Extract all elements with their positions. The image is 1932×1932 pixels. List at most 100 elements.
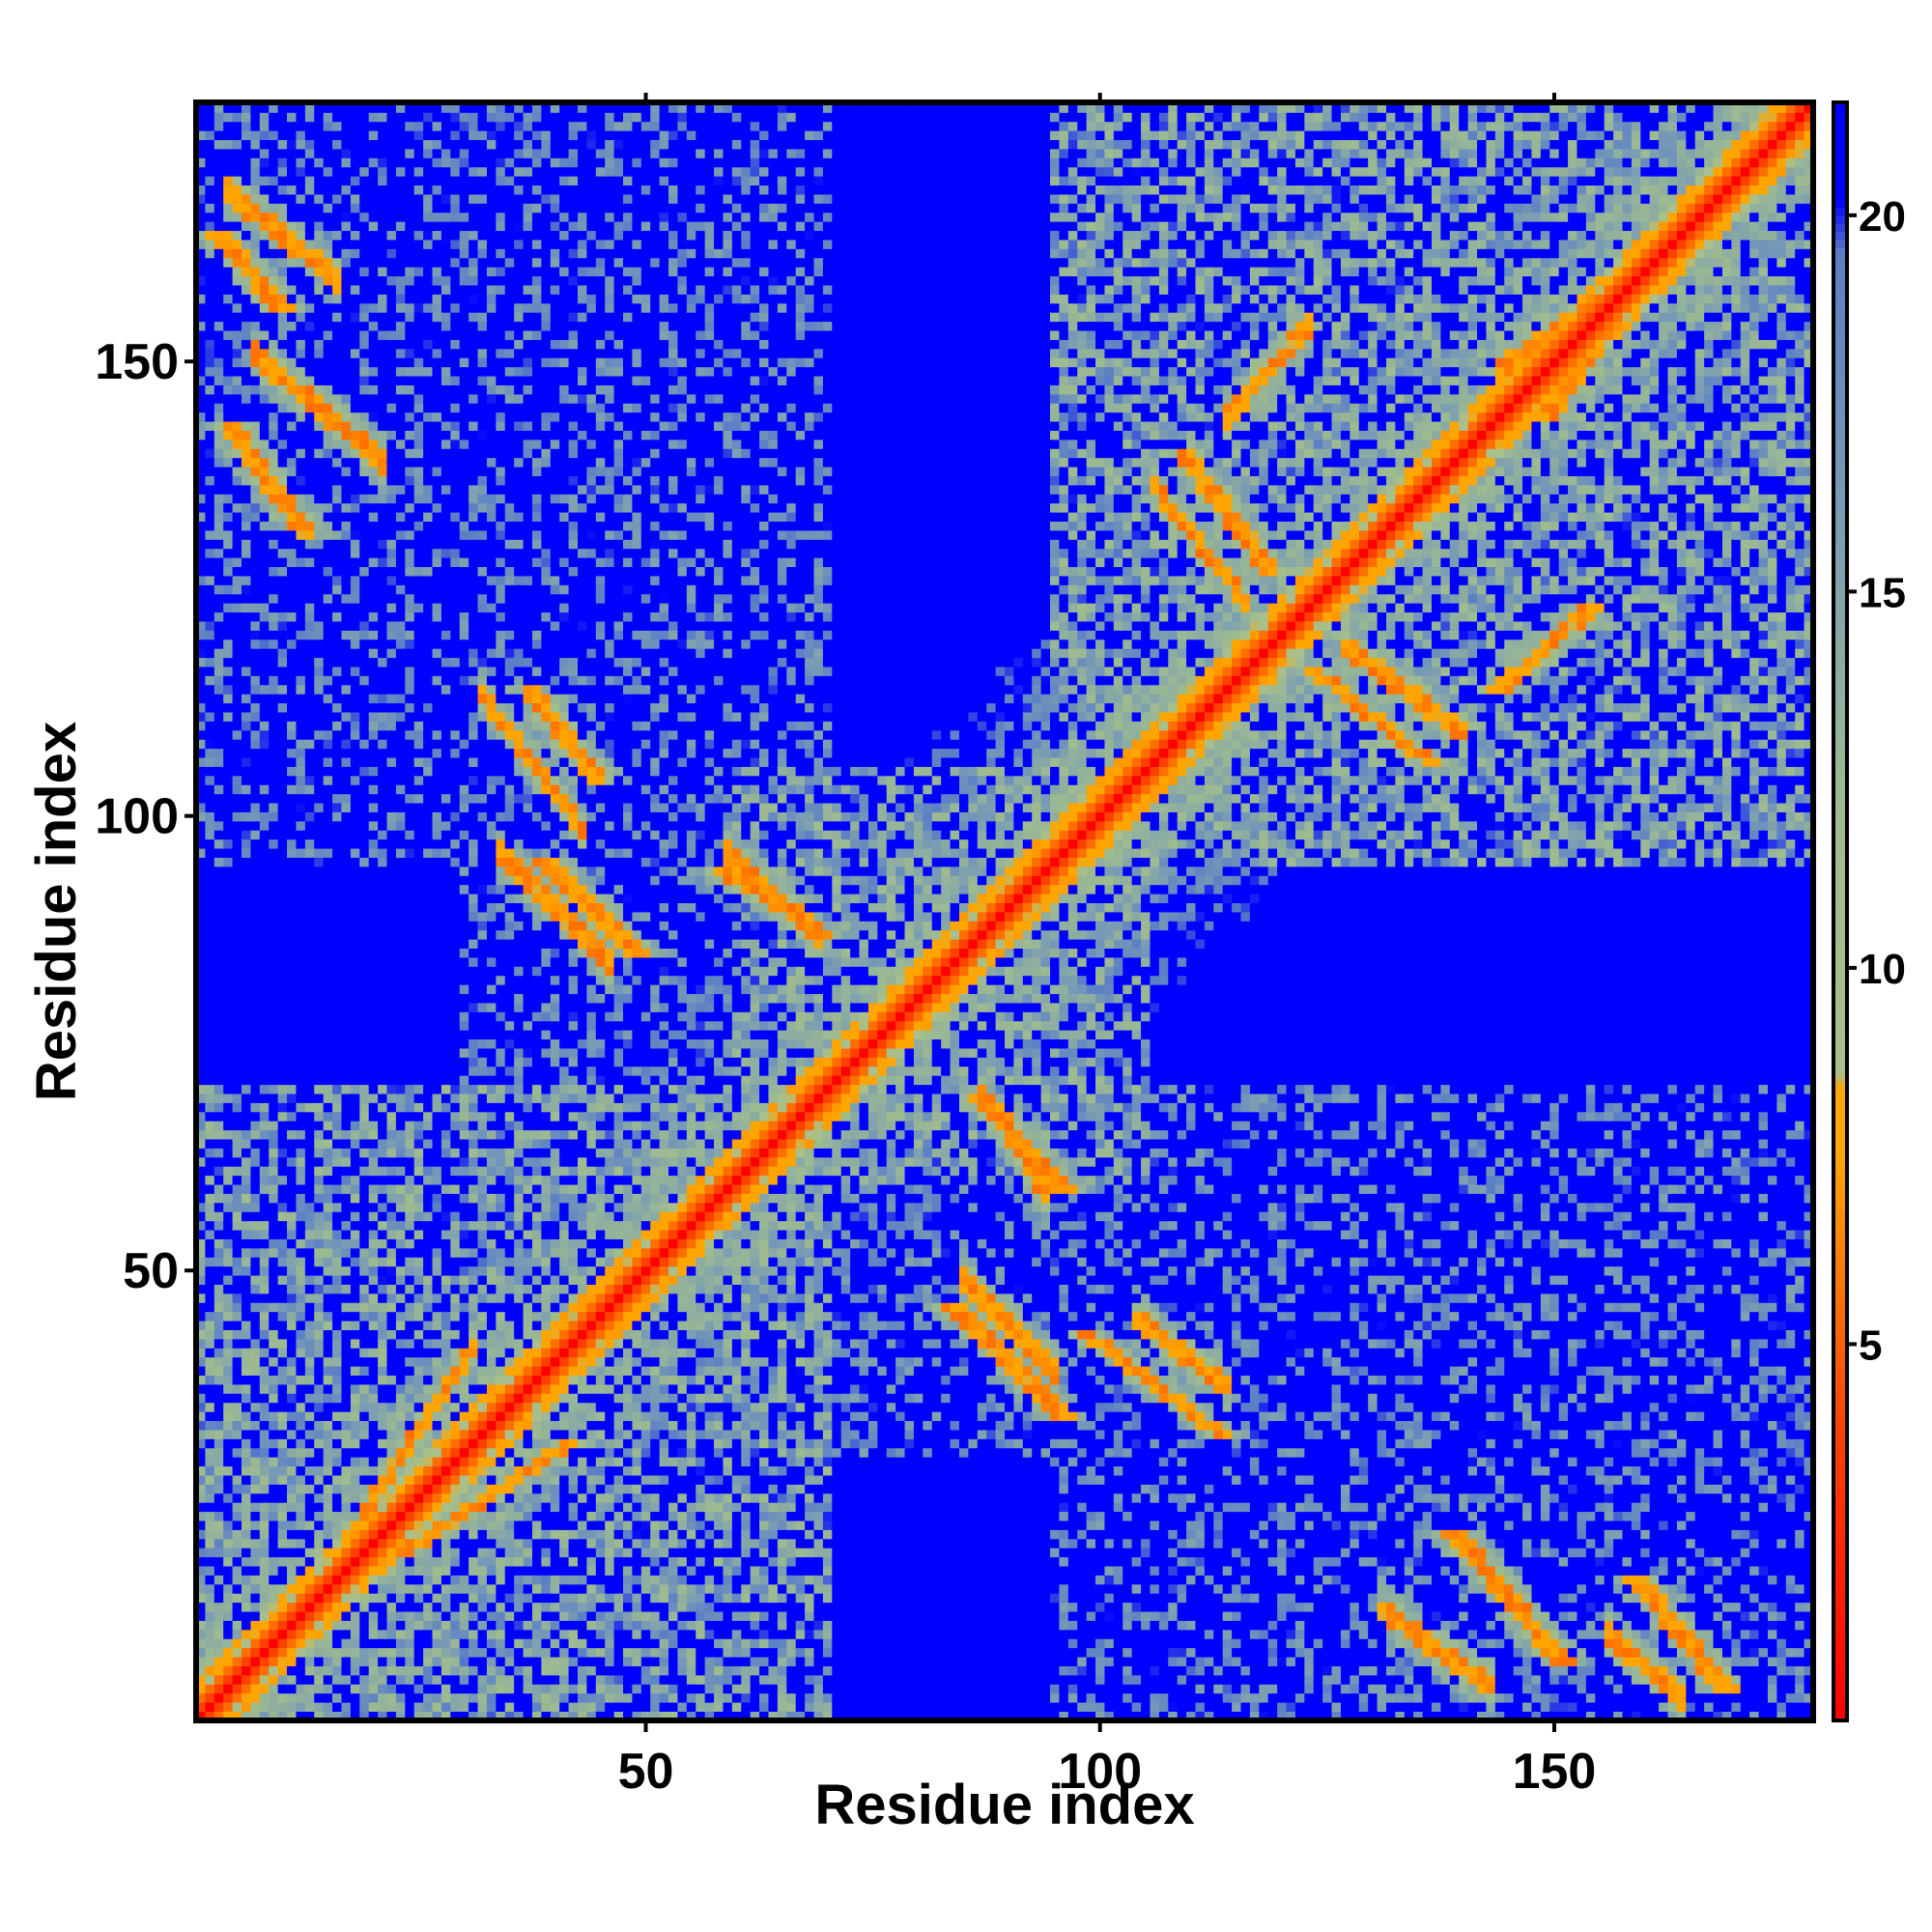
- heatmap-cell: [378, 621, 387, 631]
- heatmap-cell: [223, 621, 233, 631]
- heatmap-cell: [233, 1257, 242, 1266]
- heatmap-cell: [414, 1039, 424, 1049]
- heatmap-cell: [223, 667, 233, 676]
- heatmap-cell: [386, 675, 396, 685]
- heatmap-cell: [269, 1057, 278, 1066]
- heatmap-cell: [423, 730, 433, 740]
- heatmap-cell: [405, 739, 414, 749]
- heatmap-cell: [242, 984, 251, 994]
- heatmap-cell: [369, 1266, 379, 1276]
- heatmap-cell: [214, 258, 224, 268]
- heatmap-cell: [324, 848, 333, 858]
- heatmap-cell: [314, 1621, 324, 1631]
- heatmap-cell: [305, 357, 315, 367]
- heatmap-cell: [242, 703, 251, 713]
- heatmap-cell: [296, 921, 305, 930]
- heatmap-cell: [296, 712, 305, 722]
- heatmap-cell: [405, 1611, 414, 1621]
- heatmap-cell: [405, 1011, 414, 1021]
- heatmap-cell: [269, 1557, 278, 1567]
- heatmap-cell: [233, 1030, 242, 1039]
- heatmap-cell: [405, 1457, 414, 1466]
- heatmap-cell: [269, 185, 278, 195]
- heatmap-cell: [396, 1611, 406, 1621]
- heatmap-cell: [414, 1366, 424, 1376]
- heatmap-cell: [359, 1593, 369, 1603]
- heatmap-cell: [378, 612, 387, 622]
- heatmap-cell: [324, 739, 333, 749]
- heatmap-cell: [441, 1112, 451, 1122]
- heatmap-cell: [423, 376, 433, 385]
- heatmap-cell: [351, 1530, 360, 1540]
- heatmap-cell: [205, 1085, 214, 1094]
- heatmap-cell: [386, 157, 396, 167]
- heatmap-cell: [341, 112, 351, 122]
- heatmap-cell: [369, 176, 379, 185]
- heatmap-cell: [386, 1484, 396, 1493]
- heatmap-cell: [359, 594, 369, 604]
- heatmap-cell: [296, 1657, 305, 1666]
- heatmap-cell: [414, 712, 424, 722]
- heatmap-cell: [332, 1576, 342, 1585]
- heatmap-cell: [433, 1430, 442, 1439]
- heatmap-cell: [386, 994, 396, 1004]
- heatmap-cell: [405, 966, 414, 976]
- heatmap-cell: [396, 584, 406, 594]
- heatmap-cell: [233, 1312, 242, 1321]
- heatmap-cell: [205, 957, 214, 967]
- heatmap-cell: [341, 1176, 351, 1185]
- heatmap-cell: [214, 176, 224, 185]
- heatmap-cell: [386, 285, 396, 295]
- heatmap-cell: [278, 784, 288, 794]
- heatmap-cell: [260, 921, 270, 930]
- heatmap-cell: [214, 557, 224, 567]
- heatmap-cell: [223, 1593, 233, 1603]
- heatmap-cell: [278, 1438, 288, 1448]
- heatmap-cell: [378, 1630, 387, 1639]
- heatmap-cell: [314, 1176, 324, 1185]
- heatmap-cell: [386, 1330, 396, 1340]
- heatmap-cell: [223, 594, 233, 604]
- heatmap-cell: [386, 658, 396, 668]
- heatmap-cell: [278, 1512, 288, 1521]
- heatmap-cell: [441, 539, 451, 549]
- heatmap-cell: [396, 1657, 406, 1666]
- heatmap-cell: [433, 1702, 442, 1712]
- heatmap-cell: [405, 1493, 414, 1503]
- heatmap-cell: [369, 231, 379, 241]
- heatmap-cell: [233, 812, 242, 822]
- heatmap-cell: [386, 939, 396, 949]
- heatmap-cell: [386, 1657, 396, 1666]
- heatmap-cell: [287, 1384, 297, 1394]
- heatmap-cell: [423, 1357, 433, 1367]
- heatmap-cell: [332, 1638, 342, 1648]
- heatmap-cell: [269, 448, 278, 458]
- heatmap-cell: [341, 1448, 351, 1458]
- heatmap-cell: [423, 1621, 433, 1631]
- heatmap-cell: [296, 112, 305, 122]
- heatmap-cell: [369, 603, 379, 612]
- heatmap-cell: [242, 1339, 251, 1349]
- heatmap-cell: [233, 421, 242, 431]
- heatmap-cell: [278, 1121, 288, 1130]
- heatmap-cell: [250, 1030, 260, 1039]
- heatmap-cell: [369, 994, 379, 1004]
- heatmap-cell: [386, 1638, 396, 1648]
- heatmap-cell: [296, 1484, 305, 1493]
- heatmap-cell: [269, 322, 278, 331]
- heatmap-cell: [359, 648, 369, 658]
- heatmap-cell: [296, 1638, 305, 1648]
- heatmap-cell: [423, 830, 433, 839]
- heatmap-cell: [433, 639, 442, 649]
- heatmap-cell: [359, 630, 369, 639]
- heatmap-cell: [405, 357, 414, 367]
- heatmap-cell: [433, 185, 442, 195]
- heatmap-cell: [378, 194, 387, 204]
- heatmap-cell: [260, 1302, 270, 1312]
- heatmap-cell: [250, 1184, 260, 1194]
- heatmap-cell: [305, 1684, 315, 1693]
- heatmap-cell: [305, 1466, 315, 1476]
- heatmap-cell: [378, 1693, 387, 1703]
- heatmap-cell: [386, 1302, 396, 1312]
- heatmap-cell: [269, 1484, 278, 1493]
